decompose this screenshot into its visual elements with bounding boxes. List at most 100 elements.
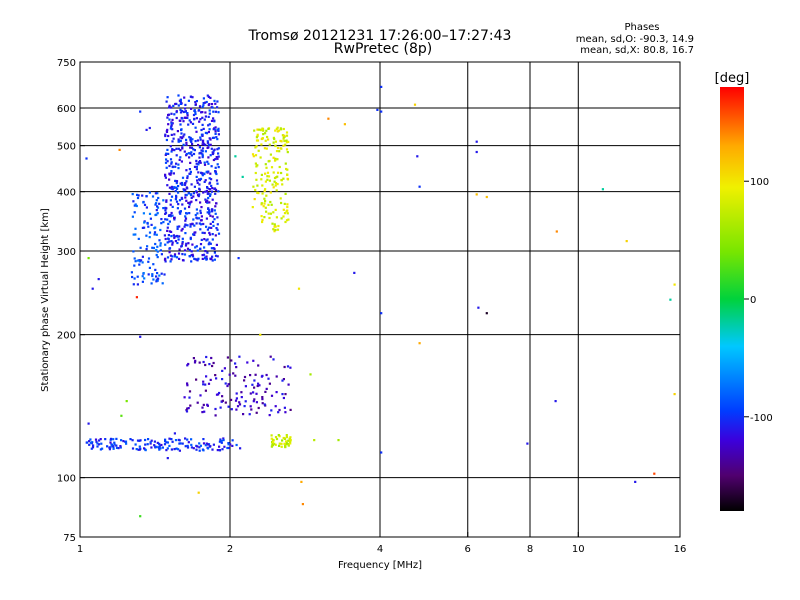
data-point	[217, 127, 220, 130]
data-point	[154, 446, 157, 449]
data-point	[193, 109, 196, 112]
data-point	[177, 104, 180, 107]
data-point	[215, 179, 219, 182]
data-point	[238, 355, 241, 358]
data-point	[190, 196, 193, 199]
data-point	[142, 201, 145, 204]
data-point	[280, 147, 283, 150]
data-point	[475, 140, 478, 143]
data-point	[149, 442, 152, 445]
data-point	[186, 187, 189, 190]
data-point	[170, 195, 174, 198]
data-point	[185, 410, 189, 413]
data-point	[164, 153, 167, 156]
data-point	[276, 158, 279, 161]
data-point	[282, 137, 285, 140]
data-point	[214, 171, 217, 174]
data-point	[269, 153, 272, 156]
data-point	[169, 127, 172, 130]
data-point	[169, 199, 172, 202]
data-point	[273, 442, 276, 445]
data-point	[195, 245, 198, 248]
data-point	[187, 362, 190, 366]
data-point	[227, 405, 230, 408]
data-point	[183, 116, 186, 119]
data-point	[201, 231, 204, 234]
data-point	[186, 116, 189, 119]
data-point	[238, 403, 242, 406]
data-point	[214, 166, 217, 169]
data-point	[186, 175, 189, 178]
data-point	[192, 195, 195, 198]
data-point	[147, 225, 150, 228]
data-point	[182, 188, 185, 191]
data-point	[164, 211, 168, 214]
data-point	[188, 255, 191, 258]
data-point	[92, 444, 95, 447]
data-point	[226, 384, 229, 388]
data-point	[195, 199, 198, 202]
data-point	[185, 154, 188, 157]
data-points	[85, 85, 676, 518]
data-point	[195, 222, 198, 225]
data-point	[97, 443, 101, 446]
data-point	[185, 199, 188, 202]
data-point	[285, 440, 288, 443]
data-point	[134, 227, 137, 230]
data-point	[91, 287, 94, 290]
data-point	[208, 226, 211, 229]
data-point	[191, 143, 194, 146]
data-point	[181, 227, 184, 231]
data-point	[283, 139, 286, 143]
data-point	[211, 187, 214, 190]
data-point	[181, 109, 184, 113]
data-point	[269, 355, 272, 358]
data-point	[189, 223, 192, 226]
data-point	[181, 259, 185, 262]
data-point	[190, 151, 193, 154]
data-point	[144, 443, 147, 446]
data-point	[284, 445, 287, 448]
data-point	[413, 103, 417, 106]
data-point	[272, 156, 275, 159]
data-point	[217, 166, 220, 169]
data-point	[173, 186, 176, 189]
data-point	[418, 185, 421, 188]
data-point	[166, 256, 170, 259]
data-point	[196, 194, 200, 197]
data-point	[554, 400, 557, 403]
data-point	[85, 441, 89, 444]
data-point	[88, 443, 91, 446]
data-point	[248, 413, 251, 416]
data-point	[191, 96, 194, 99]
data-point	[200, 111, 203, 114]
data-point	[138, 445, 141, 448]
data-point	[260, 128, 263, 131]
data-point	[186, 364, 189, 367]
data-point	[210, 178, 213, 181]
data-point	[146, 245, 149, 248]
data-point	[262, 129, 265, 132]
data-point	[268, 159, 271, 163]
data-point	[196, 212, 199, 215]
data-point	[171, 205, 174, 208]
data-point	[214, 130, 217, 133]
data-point	[227, 446, 230, 450]
data-point	[210, 356, 213, 360]
colorbar-tick-label: -100	[750, 413, 773, 424]
data-point	[267, 203, 270, 206]
data-point	[119, 446, 122, 449]
data-point	[256, 164, 259, 167]
data-point	[208, 201, 211, 204]
data-point	[186, 384, 189, 387]
data-point	[177, 448, 180, 451]
data-point	[254, 146, 257, 149]
data-point	[213, 247, 216, 250]
data-point	[197, 161, 201, 164]
data-point	[201, 156, 204, 159]
data-point	[261, 396, 264, 399]
data-point	[214, 205, 217, 208]
data-point	[178, 199, 182, 202]
data-point	[261, 192, 264, 195]
